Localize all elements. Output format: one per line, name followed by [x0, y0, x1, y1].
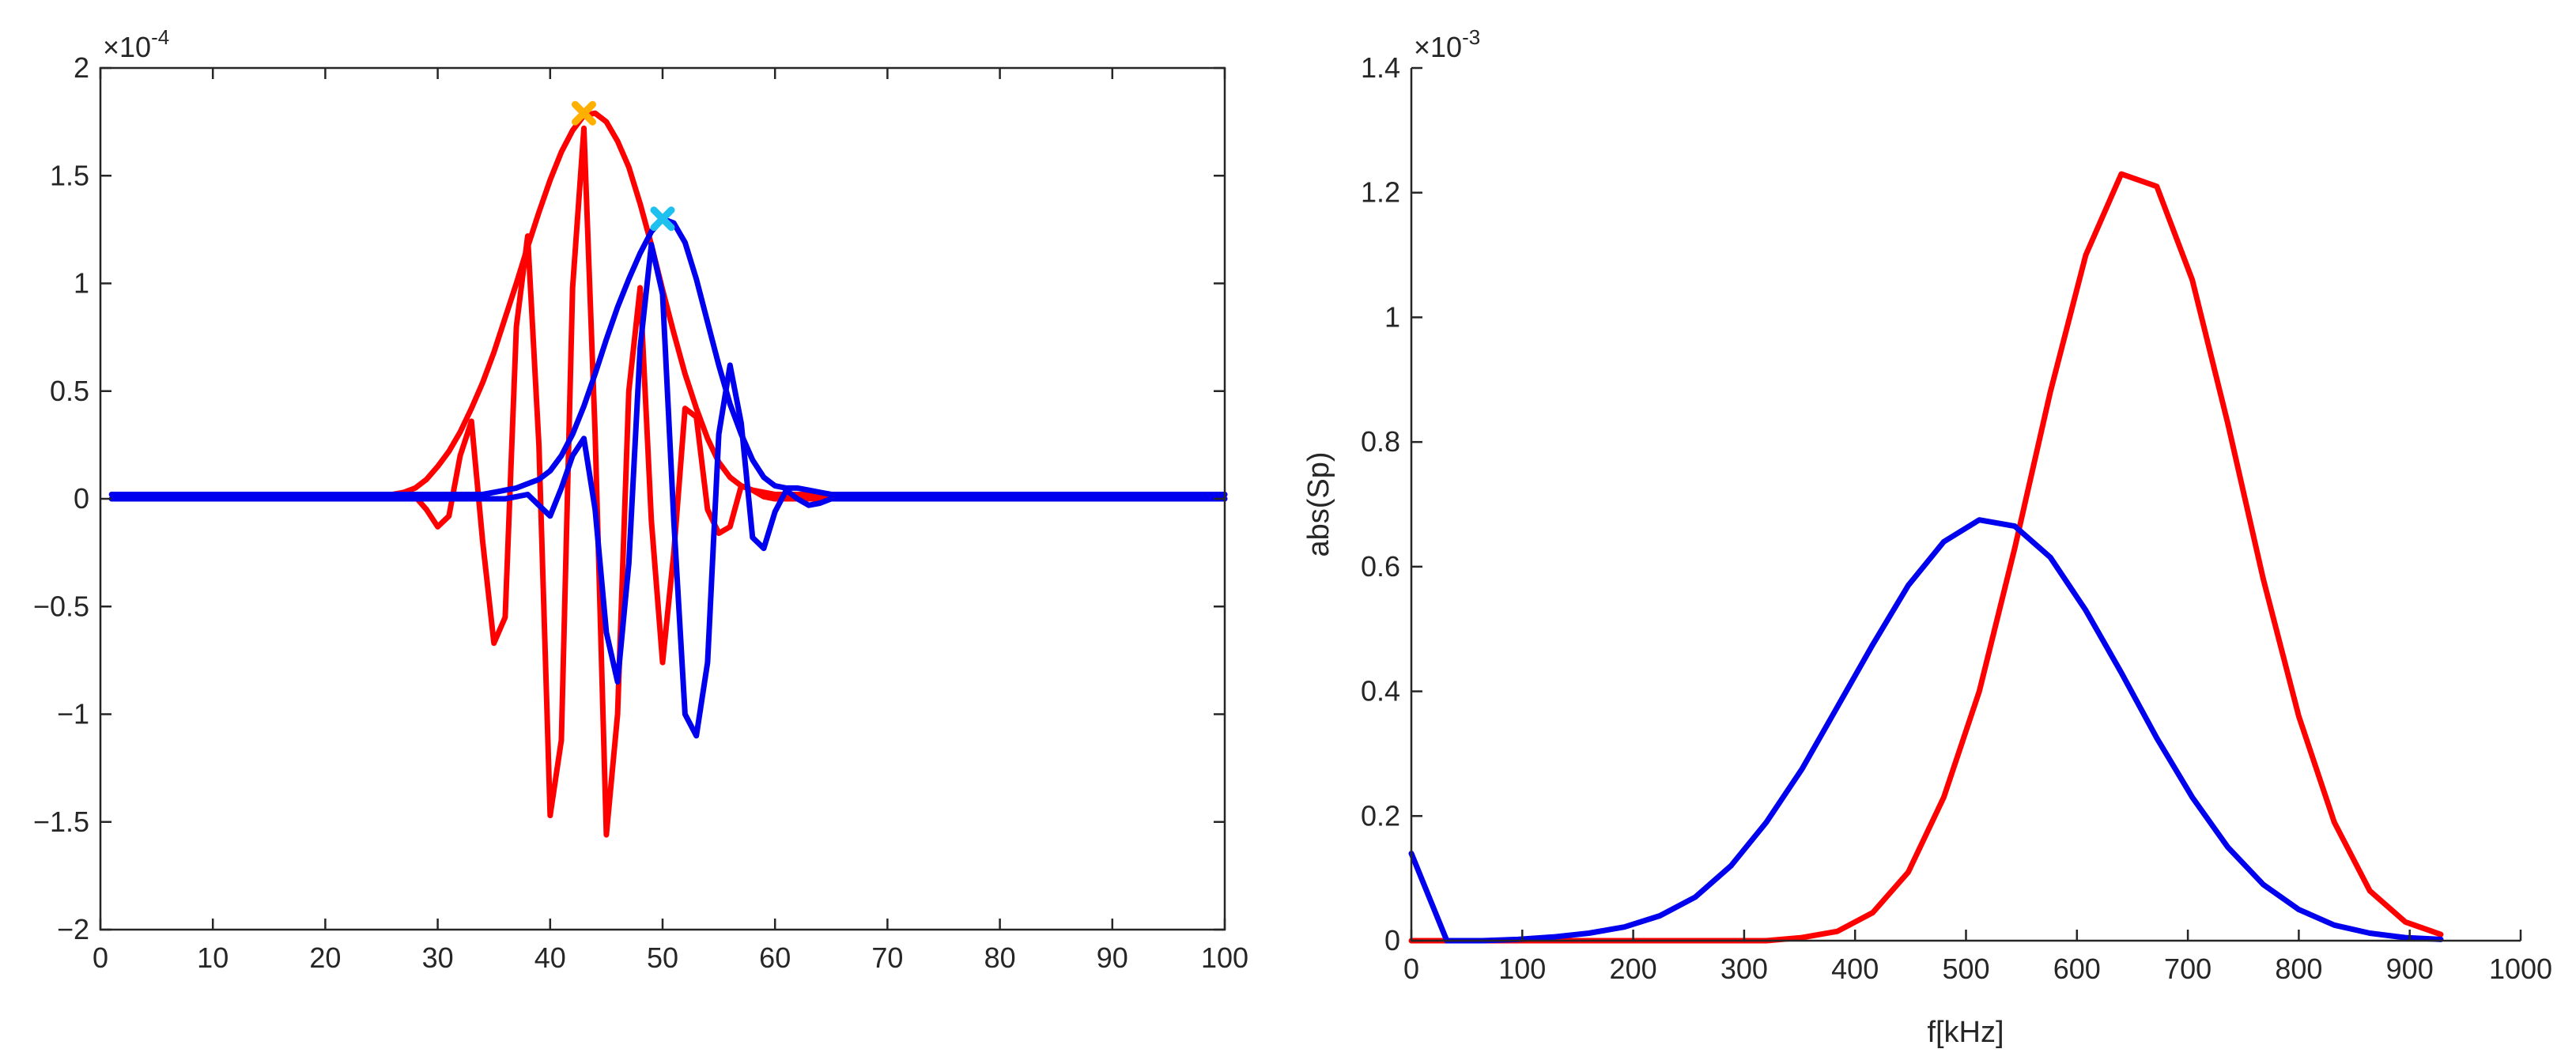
spectrum-x-tick-label-7: 700: [2164, 953, 2212, 985]
waveform-y-tick-label-0: −2: [57, 913, 89, 945]
waveform-y-tick-label-6: 1: [74, 267, 89, 300]
waveform-series-line-2: [108, 242, 1228, 739]
spectrum-x-axis-title: f[kHz]: [1927, 1016, 2004, 1049]
spectrum-series-line-1: [1408, 517, 2444, 944]
waveform-x-tick-label-9: 90: [1097, 941, 1128, 974]
waveform-x-tick-label-6: 60: [759, 941, 791, 974]
waveform-x-ticks: 0 10 20 30 40 50 60 70 80 90 100: [93, 68, 1248, 974]
waveform-series-layer: [108, 110, 1228, 838]
spectrum-chart: 0 100 200 300 400 500 600 700 800 900 1000 0 0.2 0.4…: [1302, 25, 2552, 1049]
spectrum-y-tick-label-1: 0.2: [1361, 799, 1400, 832]
spectrum-y-ticks: 0 0.2 0.4 0.6 0.8 1 1.2 1.4: [1361, 51, 1422, 956]
spectrum-y-tick-label-0: 0: [1384, 924, 1400, 956]
waveform-peak-marker-0: [571, 100, 596, 126]
waveform-marker-layer: [571, 100, 675, 232]
spectrum-y-tick-label-2: 0.4: [1361, 675, 1400, 707]
waveform-x-tick-label-7: 70: [871, 941, 903, 974]
spectrum-y-exponent: ×10-3: [1414, 25, 1480, 63]
waveform-x-tick-label-3: 30: [422, 941, 454, 974]
spectrum-y-tick-label-3: 0.6: [1361, 550, 1400, 583]
waveform-peak-marker-1: [650, 206, 675, 232]
spectrum-y-tick-label-4: 0.8: [1361, 425, 1400, 458]
spectrum-x-tick-label-8: 800: [2275, 953, 2322, 985]
waveform-y-tick-label-5: 0.5: [50, 375, 89, 407]
waveform-x-tick-label-2: 20: [309, 941, 341, 974]
waveform-y-exponent: ×10-4: [103, 25, 169, 63]
spectrum-x-tick-label-9: 900: [2386, 953, 2434, 985]
waveform-x-tick-label-8: 80: [984, 941, 1016, 974]
waveform-y-tick-label-8: 2: [74, 51, 89, 84]
spectrum-x-tick-label-10: 1000: [2489, 953, 2552, 985]
waveform-y-tick-label-4: 0: [74, 482, 89, 515]
spectrum-x-tick-label-4: 400: [1831, 953, 1879, 985]
spectrum-y-tick-label-6: 1.2: [1361, 176, 1400, 209]
spectrum-x-ticks: 0 100 200 300 400 500 600 700 800 900 1000: [1403, 930, 2552, 985]
spectrum-y-tick-label-7: 1.4: [1361, 51, 1400, 84]
waveform-y-tick-label-2: −1: [57, 698, 89, 730]
spectrum-x-tick-label-2: 200: [1610, 953, 1657, 985]
waveform-x-tick-label-5: 50: [647, 941, 678, 974]
waveform-x-tick-label-1: 10: [197, 941, 229, 974]
waveform-y-ticks: −2 −1.5 −1 −0.5 0 0.5 1 1.5 2: [33, 51, 1225, 945]
waveform-chart: 0 10 20 30 40 50 60 70 80 90 100 −2 −1.5 −1 −0.5 0 0.5 1…: [33, 25, 1248, 974]
spectrum-x-tick-label-1: 100: [1498, 953, 1546, 985]
waveform-y-tick-label-1: −1.5: [33, 806, 89, 838]
waveform-x-tick-label-0: 0: [93, 941, 108, 974]
waveform-x-tick-label-4: 40: [534, 941, 566, 974]
spectrum-x-tick-label-6: 600: [2053, 953, 2101, 985]
spectrum-x-tick-label-5: 500: [1942, 953, 1989, 985]
waveform-y-tick-label-3: −0.5: [33, 590, 89, 622]
waveform-x-tick-label-10: 100: [1201, 941, 1248, 974]
spectrum-x-tick-label-0: 0: [1403, 953, 1419, 985]
spectrum-y-axis-title: abs(Sp): [1302, 451, 1335, 557]
spectrum-x-tick-label-3: 300: [1720, 953, 1768, 985]
waveform-y-tick-label-7: 1.5: [50, 159, 89, 191]
spectrum-y-tick-label-5: 1: [1384, 300, 1400, 333]
